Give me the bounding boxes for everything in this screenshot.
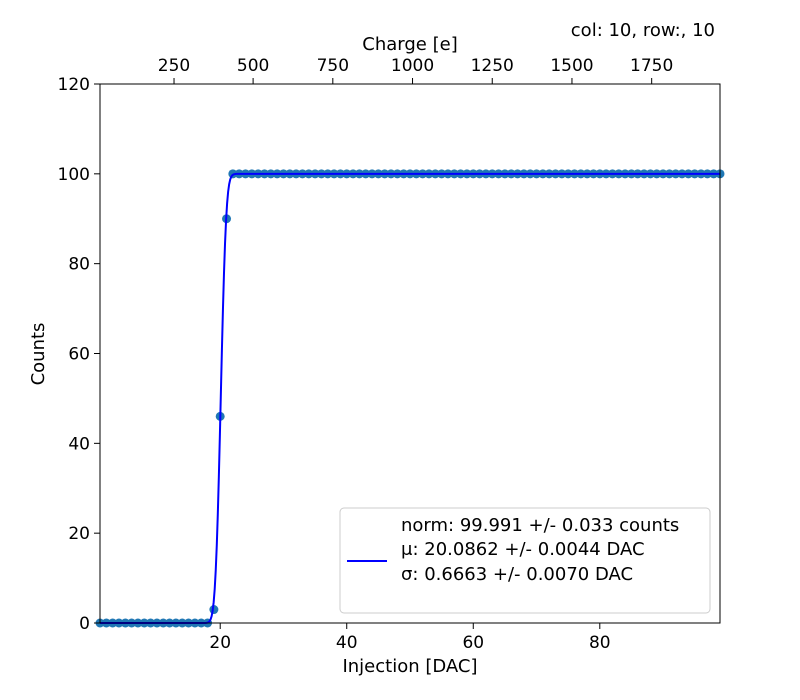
- x-axis-label: Injection [DAC]: [342, 656, 477, 677]
- y-tick-label: 20: [68, 524, 90, 544]
- legend-norm-text: norm: 99.991 +/- 0.033 counts: [401, 515, 679, 536]
- x-tick-label: 60: [462, 633, 484, 653]
- y-tick-label: 100: [58, 165, 90, 185]
- x2-tick-label: 1750: [630, 56, 673, 76]
- x2-tick-label: 1500: [550, 56, 593, 76]
- secondary-x-axis-label: Charge [e]: [362, 34, 457, 55]
- secondary-x-axis: 250 500 750 1000 1250 1500 1750: [158, 56, 673, 84]
- x-tick-label: 40: [336, 633, 358, 653]
- x2-tick-label: 500: [237, 56, 269, 76]
- x-tick-label: 20: [209, 633, 231, 653]
- pixel-annotation: col: 10, row:, 10: [571, 20, 715, 41]
- y-tick-label: 60: [68, 345, 90, 365]
- x-tick-label: 80: [589, 633, 611, 653]
- x2-tick-label: 750: [317, 56, 349, 76]
- legend: norm: 99.991 +/- 0.033 counts μ: 20.0862…: [339, 507, 711, 614]
- x2-tick-label: 250: [158, 56, 190, 76]
- y-tick-label: 120: [58, 75, 90, 95]
- y-tick-label: 80: [68, 255, 90, 275]
- legend-sigma-text: σ: 0.6663 +/- 0.0070 DAC: [401, 564, 633, 585]
- y-axis: 0 20 40 60 80 100 120: [58, 75, 100, 634]
- x2-tick-label: 1000: [391, 56, 434, 76]
- y-tick-label: 0: [79, 614, 90, 634]
- legend-mu-text: μ: 20.0862 +/- 0.0044 DAC: [401, 539, 645, 560]
- y-axis-label: Counts: [28, 323, 49, 386]
- x2-tick-label: 1250: [471, 56, 514, 76]
- y-tick-label: 40: [68, 434, 90, 454]
- x-axis: 20 40 60 80: [209, 623, 611, 653]
- legend-box: [339, 507, 711, 614]
